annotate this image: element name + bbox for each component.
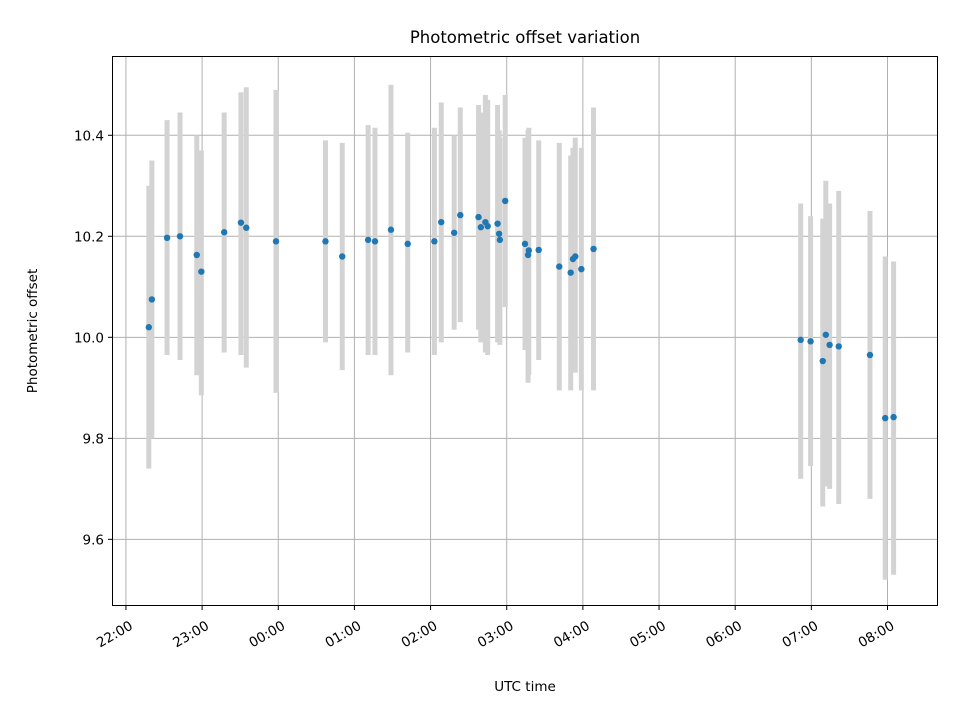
point-layer xyxy=(145,197,897,422)
data-point xyxy=(237,219,245,226)
y-tick-label: 9.6 xyxy=(83,532,104,548)
data-point xyxy=(431,238,438,245)
data-point xyxy=(322,238,329,245)
data-point xyxy=(525,247,533,254)
data-point xyxy=(496,236,504,244)
data-point xyxy=(438,218,445,226)
data-point xyxy=(163,234,171,242)
data-point xyxy=(148,296,156,303)
data-point xyxy=(807,338,814,345)
data-point xyxy=(145,324,152,331)
data-point xyxy=(387,226,395,233)
plot-frame xyxy=(112,56,938,606)
data-point xyxy=(243,224,250,231)
x-axis-label: UTC time xyxy=(494,679,556,695)
data-point xyxy=(339,253,346,260)
data-point xyxy=(193,251,200,259)
data-point xyxy=(572,253,579,260)
data-point xyxy=(494,220,501,227)
data-point xyxy=(556,263,563,270)
data-point xyxy=(176,233,184,240)
y-axis-label: Photometric offset xyxy=(25,269,41,393)
data-point xyxy=(567,269,574,276)
data-point xyxy=(477,224,485,231)
data-point xyxy=(220,229,228,236)
data-point xyxy=(882,414,889,422)
y-tick-label: 10.0 xyxy=(74,330,104,346)
y-tick-label: 9.8 xyxy=(83,431,104,447)
data-point xyxy=(501,197,509,205)
data-point xyxy=(198,268,205,275)
data-point xyxy=(590,245,597,253)
y-tick-label: 10.2 xyxy=(74,229,104,245)
data-point xyxy=(835,343,842,350)
data-point xyxy=(819,357,826,365)
data-point xyxy=(826,341,833,349)
data-point xyxy=(457,211,464,219)
data-point xyxy=(404,240,411,248)
data-point xyxy=(521,240,529,248)
y-tick-label: 10.4 xyxy=(74,128,104,144)
data-point xyxy=(578,265,585,273)
data-point xyxy=(475,213,482,221)
data-point xyxy=(797,336,804,344)
chart-title: Photometric offset variation xyxy=(410,28,640,47)
data-point xyxy=(866,351,874,359)
data-point xyxy=(364,236,372,244)
data-point xyxy=(450,229,458,236)
data-point xyxy=(371,238,379,245)
data-point xyxy=(272,238,280,245)
data-point xyxy=(822,331,830,338)
data-point xyxy=(495,230,503,237)
data-point xyxy=(890,413,897,421)
data-point xyxy=(484,222,491,230)
data-point xyxy=(535,246,542,254)
